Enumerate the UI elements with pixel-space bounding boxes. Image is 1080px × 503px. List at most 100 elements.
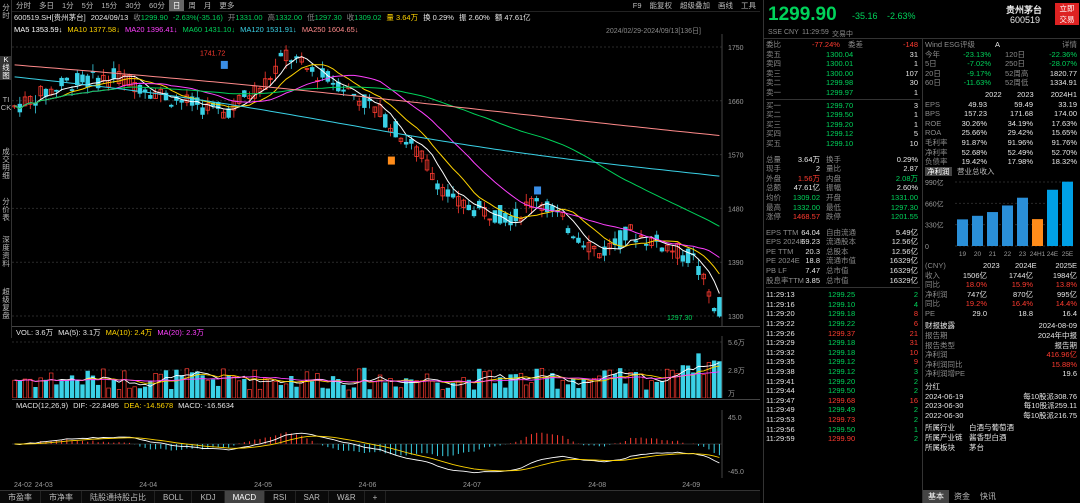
volume-bar: [539, 367, 545, 398]
volume-bar: [351, 387, 357, 398]
indicator-tab-4[interactable]: KDJ: [192, 491, 225, 503]
event-marker-icon[interactable]: [534, 186, 542, 195]
tab-3[interactable]: 5分: [81, 1, 94, 10]
candle-body: [628, 224, 633, 230]
quote-tab-1[interactable]: 资金: [954, 492, 970, 501]
industry-row: 所属行业 白酒与葡萄酒: [925, 423, 1014, 433]
volume-bar: [216, 385, 221, 398]
price-pct: -2.63%: [887, 11, 916, 21]
candle-body: [461, 199, 466, 208]
candle-body: [445, 189, 451, 197]
candle-body: [591, 245, 597, 250]
tab-9[interactable]: 月: [203, 1, 212, 10]
indicator-tab-1[interactable]: 市净率: [41, 491, 82, 503]
volume-bar: [597, 375, 602, 398]
tab-6[interactable]: 60分: [149, 1, 165, 10]
indicator-tab-5[interactable]: MACD: [224, 491, 266, 503]
bar-tab-net-profit[interactable]: 净利润: [925, 166, 952, 177]
vnav-item-3[interactable]: 成交明细: [2, 147, 10, 180]
bar-cat-label: 19: [959, 251, 967, 258]
volume-bar: [450, 383, 456, 398]
volume-bar: [675, 373, 680, 398]
tick-row: 11:29:26 1299.37 21: [766, 328, 918, 338]
profit-bar-chart: 990亿 660亿 330亿 0 19 20 21 22 23 24H1 24E 25E: [925, 178, 1075, 258]
vnav-item-1[interactable]: K线图: [0, 56, 12, 80]
tool-3[interactable]: 画线: [718, 1, 733, 10]
tool-4[interactable]: 工具: [741, 1, 756, 10]
indicator-tab-0[interactable]: 市盈率: [0, 491, 41, 503]
bar-tab-revenue[interactable]: 营业总收入: [957, 166, 995, 176]
vnav-item-4[interactable]: 分价表: [2, 197, 10, 222]
tab-10[interactable]: 更多: [219, 1, 235, 10]
profit-bar: [957, 219, 968, 247]
candlestick-chart[interactable]: 1750 1660 1570 1480 1390 1300 1741.72 1297.30: [12, 34, 760, 326]
trade-button[interactable]: 立即 交易: [1055, 3, 1079, 25]
volume-bar: [142, 386, 148, 398]
close-value: 1299.90: [140, 13, 168, 22]
month-tick-3: 24-05: [254, 482, 272, 489]
volume-bar: [64, 379, 69, 398]
tab-2[interactable]: 1分: [62, 1, 74, 10]
tick-row: 11:29:44 1299.50 2: [766, 386, 918, 396]
volume-bar: [242, 378, 247, 398]
fin-header: 2022 2023 2024H1: [985, 89, 1077, 99]
price-tick-5: 1300: [728, 314, 744, 321]
volume-bar: [482, 371, 487, 398]
bar-cat-label: 21: [989, 251, 997, 258]
fin-row: 净利率 52.68% 52.49% 52.70%: [925, 147, 1077, 157]
volume-bar: [487, 370, 492, 398]
quote-tab-0[interactable]: 基本: [923, 490, 949, 503]
volume-bar: [649, 380, 654, 398]
bar-axis-tick: 990亿: [925, 178, 944, 187]
tab-1[interactable]: 多日: [39, 1, 54, 10]
fin-row: ROE 30.26% 34.19% 17.63%: [925, 118, 1077, 128]
tab-5[interactable]: 30分: [125, 1, 142, 10]
tool-2[interactable]: 超级叠加: [680, 1, 710, 10]
tab-0[interactable]: 分时: [16, 1, 31, 10]
ma-legend: MA5 1353.59↓ MA10 1377.58↓ MA20 1396.41↓ MA…: [12, 24, 760, 34]
candle-body: [341, 89, 346, 92]
volume-bar: [336, 379, 341, 398]
volume-bar: [325, 388, 331, 398]
vnav-item-5[interactable]: 深度资料: [2, 235, 10, 268]
stat-row: 总量 3.64万 换手 0.29%: [766, 154, 918, 164]
volume-bar: [696, 353, 701, 398]
tool-0[interactable]: F9: [632, 1, 642, 10]
macd-chart[interactable]: 45.0 -45.0: [12, 410, 760, 478]
candle-body: [675, 242, 680, 259]
tab-7[interactable]: 日: [168, 0, 185, 11]
tool-1[interactable]: 能复权: [649, 1, 673, 10]
vnav-item-0[interactable]: 分时: [2, 3, 10, 20]
candle-body: [356, 100, 362, 106]
volume-bar: [356, 368, 362, 398]
tab-8[interactable]: 周: [188, 1, 196, 10]
volume-bar: [346, 389, 351, 398]
bar-axis-tick: 0: [925, 244, 929, 251]
event-marker-icon[interactable]: [220, 60, 228, 69]
indicator-tab-6[interactable]: RSI: [265, 491, 296, 503]
vnav-item-6[interactable]: 超级复盘: [2, 287, 10, 320]
quote-panel: 1299.90 -35.16 -2.63% 贵州茅台 600519 立即 交易 S…: [763, 0, 1080, 503]
volume-chart[interactable]: 5.6万 2.8万万: [12, 336, 760, 398]
volume-bar: [461, 377, 466, 398]
vnav-item-2[interactable]: TICK: [0, 95, 12, 112]
indicator-tab-7[interactable]: SAR: [296, 491, 329, 503]
volume-bar: [137, 388, 143, 398]
event-marker-icon[interactable]: [387, 156, 395, 165]
indicator-tab-3[interactable]: BOLL: [155, 491, 193, 503]
candle-body: [711, 307, 717, 312]
candle-body: [659, 247, 665, 252]
fin-row: EPS 49.93 59.49 33.19: [925, 99, 1077, 109]
dividend-row: 2023-06-30 每10股派259.11: [925, 401, 1077, 411]
ma-item-4: MA120 1531.91↓: [240, 24, 297, 34]
candle-body: [586, 242, 592, 253]
candle-body: [22, 96, 28, 107]
volume-bar: [122, 370, 127, 398]
indicator-tab-8[interactable]: W&R: [329, 491, 365, 503]
indicator-tab-2[interactable]: 陆股通持股占比: [82, 491, 155, 503]
tab-4[interactable]: 15分: [101, 1, 118, 10]
quote-tab-2[interactable]: 快讯: [980, 492, 996, 501]
volume-bar: [403, 378, 409, 398]
volume-bar: [706, 362, 712, 398]
indicator-tab-9[interactable]: +: [365, 491, 387, 503]
